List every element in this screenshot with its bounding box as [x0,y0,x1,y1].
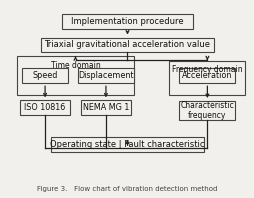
Text: Figure 3.   Flow chart of vibration detection method: Figure 3. Flow chart of vibration detect… [37,187,217,192]
Text: Triaxial gravitational acceleration value: Triaxial gravitational acceleration valu… [44,40,210,50]
FancyBboxPatch shape [41,38,213,52]
FancyBboxPatch shape [22,69,68,83]
FancyBboxPatch shape [179,101,234,120]
Text: Frequency domain: Frequency domain [171,66,242,74]
FancyBboxPatch shape [78,69,133,83]
Text: Speed: Speed [32,71,58,80]
Text: Operating state | Fault characteristic: Operating state | Fault characteristic [50,140,204,149]
FancyBboxPatch shape [17,56,133,95]
Text: ISO 10816: ISO 10816 [24,103,66,112]
FancyBboxPatch shape [169,61,244,95]
FancyBboxPatch shape [61,14,193,29]
Text: Acceleration: Acceleration [182,71,232,80]
FancyBboxPatch shape [80,100,131,115]
FancyBboxPatch shape [51,137,203,152]
Text: Time domain: Time domain [51,61,100,70]
Text: Implementation procedure: Implementation procedure [71,17,183,26]
Text: Displacement: Displacement [78,71,133,80]
FancyBboxPatch shape [179,69,234,83]
Text: NEMA MG 1: NEMA MG 1 [83,103,129,112]
Text: Characteristic
frequency: Characteristic frequency [180,101,233,120]
FancyBboxPatch shape [20,100,70,115]
